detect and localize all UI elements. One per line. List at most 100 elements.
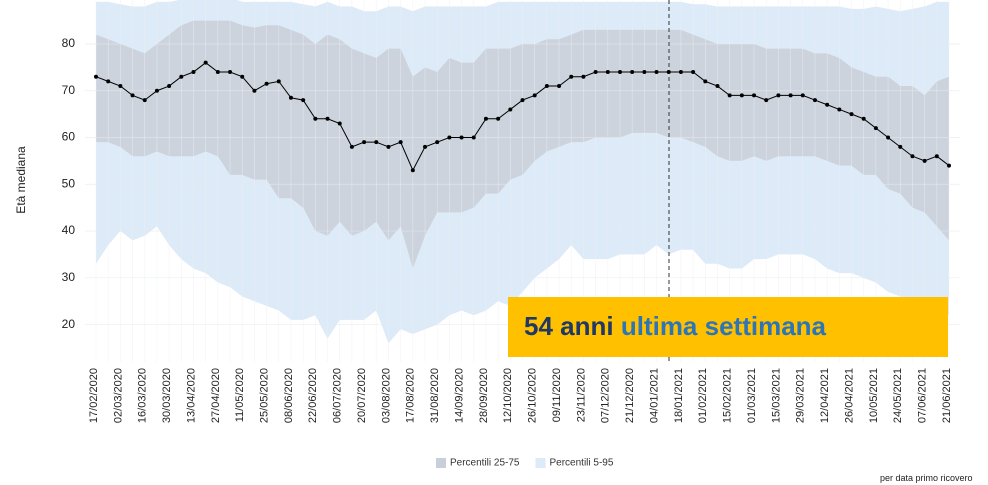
- median-point: [435, 140, 440, 145]
- x-tick-label: 11/05/2020: [234, 368, 246, 422]
- x-tick-label: 16/03/2020: [137, 368, 149, 423]
- y-tick-label: 70: [62, 83, 76, 97]
- marks-layer: [94, 60, 951, 173]
- median-point: [276, 79, 281, 84]
- x-tick-label: 07/06/2021: [917, 368, 929, 423]
- x-tick-label: 23/11/2020: [575, 368, 587, 422]
- x-tick-label: 03/08/2020: [380, 368, 392, 423]
- median-point: [727, 93, 732, 98]
- median-point: [557, 84, 562, 89]
- x-tick-label: 26/10/2020: [527, 368, 539, 423]
- x-tick-label: 21/06/2021: [941, 368, 953, 423]
- annotation-box: [508, 297, 948, 357]
- median-point: [666, 70, 671, 75]
- median-point: [886, 135, 891, 140]
- x-tick-label: 27/04/2020: [210, 368, 222, 423]
- median-point: [288, 95, 293, 100]
- median-point: [678, 70, 683, 75]
- x-tick-label: 29/03/2021: [795, 368, 807, 423]
- median-point: [776, 93, 781, 98]
- y-tick-label: 40: [62, 223, 76, 237]
- median-point: [471, 135, 476, 140]
- median-point: [593, 70, 598, 75]
- median-point: [483, 116, 488, 121]
- median-point: [898, 144, 903, 149]
- median-point: [642, 70, 647, 75]
- median-point: [447, 135, 452, 140]
- median-point: [410, 168, 415, 173]
- median-point: [240, 74, 245, 79]
- median-point: [228, 70, 233, 75]
- median-point: [569, 74, 574, 79]
- median-point: [203, 60, 208, 65]
- x-tick-label: 09/11/2020: [551, 368, 563, 422]
- median-point: [374, 140, 379, 145]
- median-point: [154, 88, 159, 93]
- median-point: [264, 81, 269, 86]
- median-point: [752, 93, 757, 98]
- median-point: [142, 98, 147, 103]
- x-tick-label: 17/08/2020: [405, 368, 417, 423]
- x-tick-label: 02/03/2020: [112, 368, 124, 423]
- note: per data primo ricovero: [880, 473, 973, 483]
- median-point: [423, 144, 428, 149]
- median-point: [825, 102, 830, 107]
- x-tick-label: 24/05/2021: [892, 368, 904, 423]
- median-point: [764, 98, 769, 103]
- median-point: [837, 107, 842, 112]
- median-point: [630, 70, 635, 75]
- median-point: [118, 84, 123, 89]
- x-tick-label: 12/04/2021: [819, 368, 831, 423]
- annotation-part: 54 anni: [524, 311, 614, 341]
- median-point: [179, 74, 184, 79]
- x-tick-label: 25/05/2020: [259, 368, 271, 423]
- median-point: [496, 116, 501, 121]
- x-tick-label: 18/01/2021: [673, 368, 685, 423]
- x-tick-label: 21/12/2020: [624, 368, 636, 423]
- legend-label: Percentili 25-75: [450, 458, 520, 469]
- median-point: [313, 116, 318, 121]
- median-point: [739, 93, 744, 98]
- median-point: [130, 93, 135, 98]
- median-point: [508, 107, 513, 112]
- y-axis-label: Età mediana: [14, 146, 28, 214]
- median-point: [252, 88, 257, 93]
- median-point: [167, 84, 172, 89]
- median-point: [349, 144, 354, 149]
- x-tick-label: 08/06/2020: [283, 368, 295, 423]
- median-point: [325, 116, 330, 121]
- annotation-part: ultima settimana: [621, 311, 827, 341]
- median-point: [922, 158, 927, 163]
- y-tick-label: 60: [62, 130, 76, 144]
- median-point: [191, 70, 196, 75]
- x-tick-label: 17/02/2020: [88, 368, 100, 423]
- x-tick-label: 12/10/2020: [502, 368, 514, 423]
- x-tick-label: 31/08/2020: [429, 368, 441, 423]
- median-point: [544, 84, 549, 89]
- x-tick-label: 01/02/2021: [697, 368, 709, 423]
- median-point: [812, 98, 817, 103]
- median-point: [581, 74, 586, 79]
- median-point: [788, 93, 793, 98]
- median-point: [910, 154, 915, 159]
- x-tick-label: 06/07/2020: [332, 368, 344, 423]
- x-tick-label: 28/09/2020: [478, 368, 490, 423]
- x-tick-label: 14/09/2020: [453, 368, 465, 423]
- y-tick-label: 80: [62, 36, 76, 50]
- x-tick-label: 20/07/2020: [356, 368, 368, 423]
- legend-swatch: [535, 458, 546, 468]
- median-point: [215, 70, 220, 75]
- median-point: [861, 116, 866, 121]
- annotation: 54 anni ultima settimana: [524, 311, 827, 341]
- median-point: [386, 144, 391, 149]
- median-point: [715, 84, 720, 89]
- x-tick-label: 04/01/2021: [648, 368, 660, 423]
- x-tick-label: 10/05/2021: [868, 368, 880, 423]
- median-point: [873, 126, 878, 131]
- y-tick-label: 20: [62, 317, 76, 331]
- x-tick-label: 26/04/2021: [843, 368, 855, 423]
- median-point: [94, 74, 98, 79]
- median-point: [106, 79, 111, 84]
